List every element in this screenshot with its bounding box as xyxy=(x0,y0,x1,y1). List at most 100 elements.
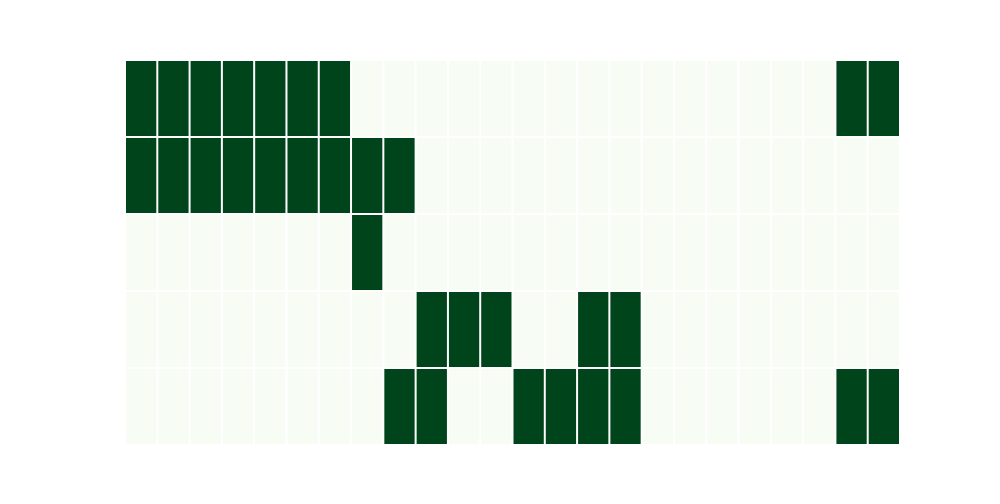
heatmap-cell-r4-c7 xyxy=(352,369,383,444)
heatmap-cell-r4-c16 xyxy=(642,369,673,444)
heatmap-cell-r2-c20 xyxy=(771,215,803,290)
heatmap-cell-r2-c1 xyxy=(158,215,189,290)
heatmap-cell-r1-c4 xyxy=(255,138,286,213)
heatmap-cell-r4-c4 xyxy=(255,369,286,444)
heatmap-cell-r0-c12 xyxy=(513,61,544,136)
heatmap-cell-r4-c14 xyxy=(578,369,609,444)
heatmap-cell-r2-c17 xyxy=(674,215,706,290)
heatmap-cell-r2-c3 xyxy=(222,215,254,290)
heatmap-cell-r0-c0 xyxy=(126,61,157,136)
heatmap-cell-r1-c9 xyxy=(416,138,447,213)
heatmap-cell-r3-c10 xyxy=(448,292,480,367)
heatmap-cell-r3-c5 xyxy=(287,292,318,367)
heatmap-cell-r0-c15 xyxy=(610,61,641,136)
heatmap-cell-r1-c1 xyxy=(158,138,189,213)
heatmap-cell-r2-c7 xyxy=(352,215,383,290)
heatmap-cell-r1-c19 xyxy=(739,138,770,213)
heatmap-cell-r4-c9 xyxy=(416,369,447,444)
heatmap-cell-r1-c5 xyxy=(287,138,318,213)
heatmap-cell-r0-c13 xyxy=(545,61,577,136)
heatmap-cell-r0-c20 xyxy=(771,61,803,136)
heatmap-cell-r2-c22 xyxy=(836,215,867,290)
heatmap-cell-r3-c18 xyxy=(707,292,738,367)
heatmap-cell-r1-c13 xyxy=(545,138,577,213)
heatmap-cell-r1-c16 xyxy=(642,138,673,213)
heatmap-cell-r3-c12 xyxy=(513,292,544,367)
heatmap-cell-r0-c8 xyxy=(384,61,415,136)
heatmap-cell-r2-c4 xyxy=(255,215,286,290)
heatmap-cell-r0-c4 xyxy=(255,61,286,136)
heatmap-cell-r3-c11 xyxy=(481,292,512,367)
heatmap-cell-r4-c13 xyxy=(545,369,577,444)
heatmap-cell-r4-c17 xyxy=(674,369,706,444)
heatmap-cell-r1-c8 xyxy=(384,138,415,213)
heatmap-cell-r0-c6 xyxy=(319,61,351,136)
heatmap-cell-r1-c23 xyxy=(868,138,899,213)
heatmap-cell-r2-c15 xyxy=(610,215,641,290)
heatmap-cell-r4-c5 xyxy=(287,369,318,444)
heatmap-cell-r4-c20 xyxy=(771,369,803,444)
heatmap-cell-r4-c12 xyxy=(513,369,544,444)
heatmap-cell-r1-c18 xyxy=(707,138,738,213)
heatmap-cell-r2-c0 xyxy=(126,215,157,290)
heatmap-cell-r3-c16 xyxy=(642,292,673,367)
heatmap-cell-r1-c10 xyxy=(448,138,480,213)
heatmap-cell-r4-c1 xyxy=(158,369,189,444)
heatmap-cell-r2-c18 xyxy=(707,215,738,290)
heatmap-cell-r1-c12 xyxy=(513,138,544,213)
heatmap-cell-r3-c2 xyxy=(190,292,221,367)
heatmap-cell-r1-c7 xyxy=(352,138,383,213)
heatmap-cell-r3-c20 xyxy=(771,292,803,367)
heatmap-cell-r3-c8 xyxy=(384,292,415,367)
heatmap-cell-r2-c12 xyxy=(513,215,544,290)
heatmap-cell-r2-c16 xyxy=(642,215,673,290)
heatmap-cell-r3-c21 xyxy=(804,292,835,367)
heatmap-cell-r3-c23 xyxy=(868,292,899,367)
heatmap-cell-r3-c14 xyxy=(578,292,609,367)
heatmap-cell-r4-c10 xyxy=(448,369,480,444)
heatmap-cell-r0-c17 xyxy=(674,61,706,136)
heatmap-cells xyxy=(126,61,899,444)
heatmap-cell-r3-c3 xyxy=(222,292,254,367)
heatmap-cell-r4-c21 xyxy=(804,369,835,444)
heatmap-cell-r1-c2 xyxy=(190,138,221,213)
heatmap-cell-r1-c15 xyxy=(610,138,641,213)
heatmap-cell-r4-c15 xyxy=(610,369,641,444)
heatmap-cell-r1-c0 xyxy=(126,138,157,213)
heatmap-cell-r0-c21 xyxy=(804,61,835,136)
heatmap-cell-r0-c3 xyxy=(222,61,254,136)
heatmap-cell-r0-c2 xyxy=(190,61,221,136)
heatmap-cell-r2-c14 xyxy=(578,215,609,290)
heatmap-cell-r3-c6 xyxy=(319,292,351,367)
heatmap-cell-r3-c17 xyxy=(674,292,706,367)
heatmap-cell-r4-c6 xyxy=(319,369,351,444)
heatmap-cell-r0-c23 xyxy=(868,61,899,136)
heatmap-cell-r1-c14 xyxy=(578,138,609,213)
heatmap-cell-r1-c22 xyxy=(836,138,867,213)
heatmap-cell-r4-c11 xyxy=(481,369,512,444)
heatmap-cell-r4-c0 xyxy=(126,369,157,444)
heatmap-cell-r2-c13 xyxy=(545,215,577,290)
heatmap-cell-r0-c9 xyxy=(416,61,447,136)
heatmap-cell-r1-c21 xyxy=(804,138,835,213)
heatmap-cell-r2-c10 xyxy=(448,215,480,290)
heatmap-cell-r4-c2 xyxy=(190,369,221,444)
heatmap-cell-r0-c7 xyxy=(352,61,383,136)
heatmap-cell-r3-c1 xyxy=(158,292,189,367)
heatmap-cell-r0-c10 xyxy=(448,61,480,136)
heatmap-cell-r1-c3 xyxy=(222,138,254,213)
heatmap-cell-r3-c15 xyxy=(610,292,641,367)
heatmap-cell-r2-c5 xyxy=(287,215,318,290)
heatmap-cell-r1-c6 xyxy=(319,138,351,213)
heatmap-cell-r2-c8 xyxy=(384,215,415,290)
heatmap-cell-r3-c19 xyxy=(739,292,770,367)
heatmap-cell-r0-c1 xyxy=(158,61,189,136)
heatmap-cell-r2-c9 xyxy=(416,215,447,290)
heatmap-cell-r1-c11 xyxy=(481,138,512,213)
heatmap-cell-r4-c3 xyxy=(222,369,254,444)
heatmap-cell-r2-c23 xyxy=(868,215,899,290)
heatmap-cell-r3-c0 xyxy=(126,292,157,367)
heatmap-cell-r3-c9 xyxy=(416,292,447,367)
